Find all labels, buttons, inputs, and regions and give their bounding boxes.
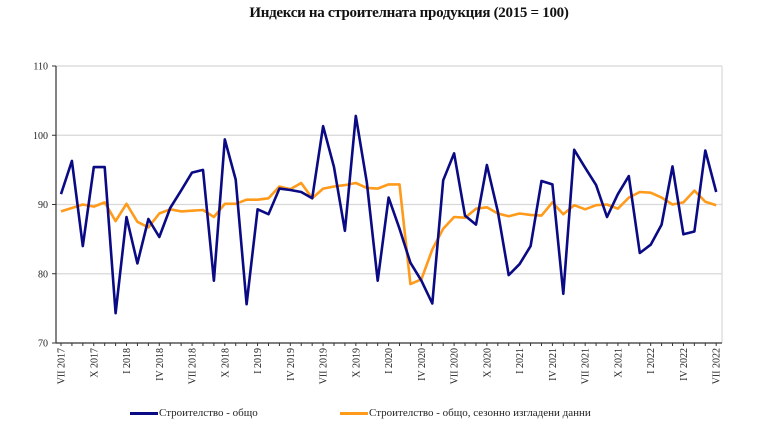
x-tick-label: X 2017: [89, 348, 100, 378]
y-tick-label: 90: [38, 200, 48, 211]
series-line-total: [59, 114, 718, 315]
x-tick-label: X 2019: [351, 348, 362, 378]
x-tick-label: VII 2020: [450, 348, 461, 384]
x-tick-label: IV 2019: [286, 348, 297, 381]
x-tick-label: I 2018: [122, 348, 133, 374]
x-tick-label: IV 2018: [155, 348, 166, 381]
x-tick-label: IV 2021: [548, 348, 559, 381]
y-tick-label: 70: [38, 339, 48, 350]
x-tick-label: VII 2021: [581, 348, 592, 384]
x-tick-label: VII 2017: [57, 348, 68, 384]
x-tick-label: VII 2019: [319, 348, 330, 384]
x-tick-label: X 2021: [613, 348, 624, 378]
y-tick-label: 80: [38, 269, 48, 280]
x-tick-label: I 2022: [646, 348, 657, 374]
x-tick-label: VII 2018: [188, 348, 199, 384]
y-tick-label: 110: [33, 62, 48, 73]
x-tick-label: VII 2022: [712, 348, 723, 384]
legend-label-total: Строителство - общо: [159, 407, 258, 419]
legend-swatch-seasonally-adjusted: [340, 411, 368, 415]
x-tick-label: I 2019: [253, 348, 264, 374]
x-tick-label: X 2020: [482, 348, 493, 378]
legend-swatch-total: [130, 411, 158, 415]
legend-item-total: Строителство - общо: [130, 407, 258, 419]
legend-label-seasonally-adjusted: Строителство - общо, сезонно изгладени д…: [369, 407, 591, 419]
x-tick-label: IV 2022: [679, 348, 690, 381]
legend-item-seasonally-adjusted: Строителство - общо, сезонно изгладени д…: [340, 407, 591, 419]
y-tick-label: 100: [33, 131, 48, 142]
x-tick-label: X 2018: [220, 348, 231, 378]
x-tick-label: I 2020: [384, 348, 395, 374]
x-tick-label: I 2021: [515, 348, 526, 374]
chart-title: Индекси на строителната продукция (2015 …: [249, 5, 569, 21]
x-tick-label: IV 2020: [417, 348, 428, 381]
